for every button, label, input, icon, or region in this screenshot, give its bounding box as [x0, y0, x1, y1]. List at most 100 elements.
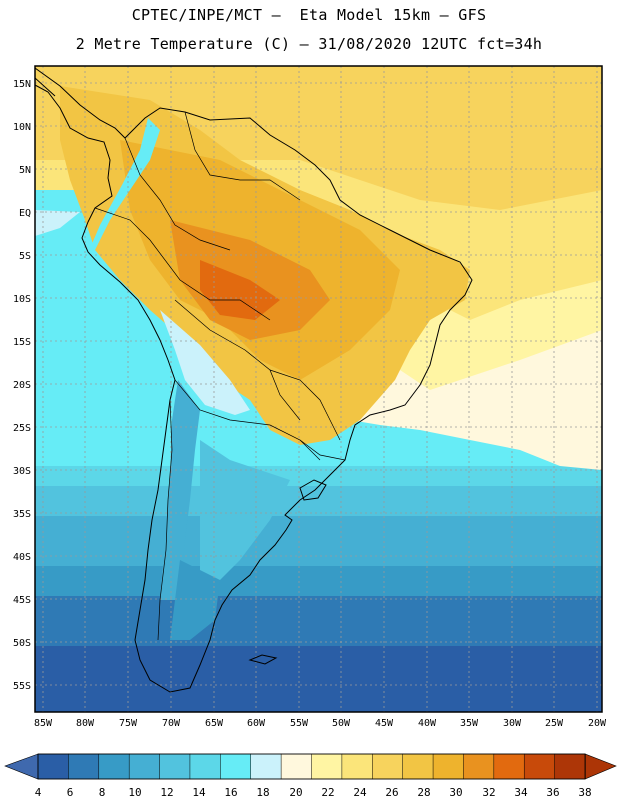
colorbar-frame: [37, 753, 586, 780]
colorbar-label: 26: [385, 786, 398, 799]
lon-label: 30W: [503, 718, 522, 729]
map-title: CPTEC/INPE/MCT – Eta Model 15km – GFS: [131, 6, 487, 24]
lon-label: 65W: [205, 718, 224, 729]
field-altiplano-18: [160, 310, 250, 415]
colorbar-segment: [372, 753, 404, 780]
colorbar: 4 6 8 10 12 14 16 18 20 22 24 26 28 30 3…: [4, 753, 617, 799]
border-colombia: [124, 137, 231, 251]
field-andes-north: [86, 118, 160, 270]
falkland-islands: [248, 654, 278, 665]
colorbar-right-arrow: [584, 753, 617, 780]
colorbar-labels: 4 6 8 10 12 14 16 18 20 22 24 26 28 30 3…: [35, 786, 592, 799]
lat-label: 5S: [19, 251, 31, 262]
colorbar-label: 10: [128, 786, 141, 799]
colorbar-segment: [37, 753, 70, 780]
lon-label: 60W: [247, 718, 266, 729]
colorbar-segment: [523, 753, 556, 780]
border-argentina-north: [174, 379, 321, 461]
field-patagonia-12: [200, 440, 290, 580]
colorbar-segment: [280, 753, 313, 780]
map-frame: [34, 65, 603, 713]
lat-label: 15N: [13, 79, 31, 90]
temperature-field: [35, 66, 602, 712]
colorbar-segment: [402, 753, 434, 780]
lat-label: 5N: [19, 165, 31, 176]
lon-axis: 85W 80W 75W 70W 65W 60W 55W 50W 45W 40W …: [34, 718, 607, 729]
colorbar-segment: [463, 753, 495, 780]
colorbar-segment: [554, 753, 586, 780]
colorbar-segment: [493, 753, 525, 780]
border-bolivia: [174, 299, 301, 421]
colorbar-left-arrow: [4, 753, 39, 780]
central-america-coast: [35, 77, 56, 97]
rio-de-la-plata: [299, 479, 327, 501]
lon-label: 50W: [332, 718, 351, 729]
colorbar-segment: [432, 753, 465, 780]
country-borders: [94, 111, 346, 641]
lat-label: 20S: [13, 380, 31, 391]
lat-label: 50S: [13, 638, 31, 649]
field-andes-south: [160, 380, 200, 600]
lat-label: 40S: [13, 552, 31, 563]
colorbar-label: 24: [353, 786, 367, 799]
colorbar-segment: [250, 753, 282, 780]
colorbar-label: 14: [192, 786, 206, 799]
colorbar-label: 22: [321, 786, 334, 799]
lat-label: 10N: [13, 122, 31, 133]
colorbar-label: 12: [160, 786, 173, 799]
lon-label: 80W: [76, 718, 95, 729]
lat-label: 35S: [13, 509, 31, 520]
colorbar-segment: [341, 753, 373, 780]
colorbar-segments: [37, 753, 586, 780]
lon-label: 55W: [290, 718, 309, 729]
lon-label: 25W: [545, 718, 564, 729]
colorbar-label: 38: [578, 786, 591, 799]
lon-label: 40W: [418, 718, 437, 729]
border-chile-argentina: [157, 399, 173, 641]
border-uruguay: [299, 439, 346, 461]
lat-axis: 15N 10N 5N EQ 5S 10S 15S 20S 25S 30S 35S…: [13, 79, 31, 692]
colorbar-label: 36: [546, 786, 559, 799]
colorbar-label: 28: [417, 786, 430, 799]
lat-label: 30S: [13, 466, 31, 477]
colorbar-segment: [311, 753, 343, 780]
colorbar-label: 18: [256, 786, 269, 799]
field-band-28: [35, 66, 602, 210]
map-subtitle: 2 Metre Temperature (C) – 31/08/2020 12U…: [75, 35, 543, 53]
colorbar-label: 4: [35, 786, 42, 799]
lat-label: EQ: [19, 208, 31, 219]
colorbar-segment: [68, 753, 100, 780]
colorbar-label: 34: [514, 786, 528, 799]
lat-label: 15S: [13, 337, 31, 348]
border-venezuela: [184, 111, 301, 201]
colorbar-segment: [220, 753, 252, 780]
colorbar-segment: [98, 753, 130, 780]
lon-label: 20W: [588, 718, 607, 729]
border-peru: [94, 207, 271, 321]
south-america-coast: [35, 67, 473, 693]
field-patagonia-8: [170, 560, 220, 640]
colorbar-label: 30: [449, 786, 462, 799]
lon-label: 45W: [375, 718, 394, 729]
colorbar-label: 32: [482, 786, 495, 799]
border-paraguay: [269, 369, 341, 441]
lon-label: 70W: [162, 718, 181, 729]
field-land-34: [200, 260, 280, 320]
colorbar-label: 8: [99, 786, 106, 799]
lon-label: 75W: [119, 718, 138, 729]
field-pacific-18: [35, 210, 80, 236]
lat-label: 25S: [13, 423, 31, 434]
colorbar-segment: [159, 753, 191, 780]
lon-label: 85W: [34, 718, 53, 729]
lat-label: 45S: [13, 595, 31, 606]
lat-label: 10S: [13, 294, 31, 305]
coastlines: [35, 67, 473, 693]
colorbar-label: 6: [67, 786, 74, 799]
field-pacific-16: [35, 236, 80, 300]
colorbar-label: 16: [224, 786, 237, 799]
lat-label: 55S: [13, 681, 31, 692]
colorbar-segment: [128, 753, 161, 780]
colorbar-label: 20: [289, 786, 302, 799]
lon-label: 35W: [460, 718, 479, 729]
